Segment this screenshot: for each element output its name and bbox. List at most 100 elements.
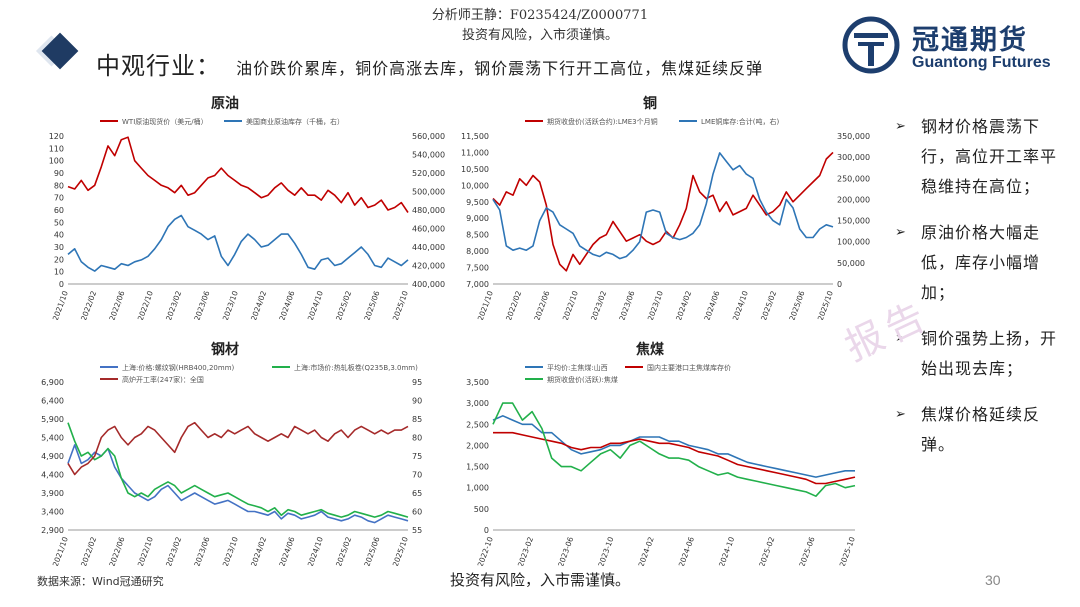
left-tick-label: 4,900	[41, 452, 64, 461]
legend-label: 上海:价格:螺纹钢(HRB400,20mm)	[122, 363, 235, 372]
arrow-icon: ➢	[895, 119, 906, 134]
bullet-list: ➢ 钢材价格震荡下行，高位开工率平稳维持在高位； ➢ 原油价格大幅走低，库存小幅…	[895, 112, 1070, 476]
left-tick-label: 7,000	[466, 280, 489, 289]
x-tick-label: 2025-10	[838, 535, 857, 566]
x-tick-label: 2024-10	[717, 535, 736, 566]
bullet-text: 钢材价格震荡下行，高位开工率平稳维持在高位；	[921, 117, 1058, 196]
x-tick-label: 2025/02	[759, 289, 778, 320]
left-tick-label: 3,000	[466, 399, 489, 408]
left-tick-label: 10	[54, 268, 64, 277]
analyst-line: 分析师王静：F0235424/Z0000771	[431, 8, 649, 23]
left-tick-label: 70	[54, 194, 64, 203]
x-tick-label: 2024/06	[702, 289, 721, 320]
right-tick-label: 200,000	[837, 195, 870, 204]
right-tick-label: 90	[412, 397, 422, 406]
right-tick-label: 95	[412, 378, 422, 387]
chart-copper: 铜期货收盘价(活跃合约):LME3个月铜 LME铜库存:合计(吨，右) 7,000 7…	[455, 92, 885, 320]
right-tick-label: 460,000	[412, 225, 445, 234]
x-tick-label: 2025/10	[391, 535, 410, 566]
legend-label: 期货收盘价(活跃):焦煤	[547, 375, 618, 384]
x-tick-label: 2023/06	[192, 289, 211, 320]
bullet-item: ➢ 焦煤价格延续反弹。	[895, 400, 1070, 460]
left-tick-label: 5,900	[41, 415, 64, 424]
series-line	[67, 444, 409, 524]
series-line	[492, 152, 834, 260]
footer-disclaimer: 投资有风险，入市需谨慎。	[449, 571, 630, 589]
x-tick-label: 2025/06	[787, 289, 806, 320]
x-tick-label: 2025/06	[362, 289, 381, 320]
x-tick-label: 2025-06	[797, 535, 816, 566]
legend-label: LME铜库存:合计(吨，右)	[701, 117, 779, 126]
bullet-text: 铜价强势上扬，开始出现去库；	[921, 329, 1058, 378]
bullet-item: ➢ 钢材价格震荡下行，高位开工率平稳维持在高位；	[895, 112, 1070, 202]
right-tick-label: 250,000	[837, 174, 870, 183]
left-tick-label: 2,500	[466, 420, 489, 429]
x-tick-label: 2022/02	[79, 535, 98, 566]
chart-steel: 钢材 上海:价格:螺纹钢(HRB400,20mm) 上海:市场价:热轧板卷(Q235…	[30, 338, 460, 566]
left-tick-label: 500	[474, 505, 489, 514]
left-tick-label: 40	[54, 231, 64, 240]
logo-emblem-icon	[842, 16, 900, 74]
left-tick-label: 1,000	[466, 484, 489, 493]
x-tick-label: 2022/10	[561, 289, 580, 320]
x-tick-label: 2025-02	[757, 535, 776, 566]
left-tick-label: 100	[49, 157, 64, 166]
right-tick-label: 350,000	[837, 132, 870, 141]
x-tick-label: 2024/10	[731, 289, 750, 320]
left-tick-label: 3,900	[41, 489, 64, 498]
x-tick-label: 2022/10	[136, 535, 155, 566]
left-tick-label: 9,000	[466, 214, 489, 223]
x-tick-label: 2022/06	[107, 289, 126, 320]
logo-english-name: Guantong Futures	[912, 54, 1051, 71]
bullet-text: 原油价格大幅走低，库存小幅增加；	[921, 223, 1041, 302]
right-tick-label: 85	[412, 415, 422, 424]
left-tick-label: 0	[484, 526, 489, 535]
analyst-info: 分析师王静：F0235424/Z0000771 投资有风险，入市须谨慎。	[0, 6, 1080, 46]
left-tick-label: 10,000	[461, 181, 489, 190]
right-tick-label: 540,000	[412, 151, 445, 160]
right-tick-label: 100,000	[837, 238, 870, 247]
company-logo: 冠通期货 Guantong Futures	[842, 12, 1072, 76]
right-tick-label: 55	[412, 526, 422, 535]
legend-label: 美国商业原油库存（千桶，右）	[246, 117, 344, 126]
right-tick-label: 150,000	[837, 217, 870, 226]
x-tick-label: 2023-02	[516, 535, 535, 566]
x-tick-label: 2022/06	[532, 289, 551, 320]
series-line	[492, 415, 855, 478]
arrow-icon: ➢	[895, 407, 906, 422]
x-tick-label: 2022/02	[79, 289, 98, 320]
legend-label: 上海:市场价:热轧板卷(Q235B,3.0mm)	[294, 363, 418, 372]
right-tick-label: 300,000	[837, 153, 870, 162]
x-tick-label: 2024/10	[306, 289, 325, 320]
x-tick-label: 2023/02	[164, 535, 183, 566]
series-line	[67, 422, 409, 518]
x-tick-label: 2025/06	[362, 535, 381, 566]
left-tick-label: 0	[59, 280, 64, 289]
left-tick-label: 3,500	[466, 378, 489, 387]
x-tick-label: 2024/02	[674, 289, 693, 320]
arrow-icon: ➢	[895, 225, 906, 240]
legend-label: WTI原油现货价（美元/桶）	[122, 117, 208, 126]
x-tick-label: 2025/02	[334, 535, 353, 566]
x-tick-label: 2023/10	[221, 535, 240, 566]
x-tick-label: 2023/10	[221, 289, 240, 320]
right-tick-label: 560,000	[412, 132, 445, 141]
series-line	[67, 214, 409, 272]
x-tick-label: 2024/02	[249, 289, 268, 320]
risk-line: 投资有风险，入市须谨慎。	[461, 28, 618, 43]
left-tick-label: 80	[54, 181, 64, 190]
left-tick-label: 6,400	[41, 397, 64, 406]
legend-label: 高炉开工率(247家)：全国	[122, 375, 204, 384]
right-tick-label: 75	[412, 452, 422, 461]
right-tick-label: 65	[412, 489, 422, 498]
slide-title-sub: 油价跌价累库，铜价高涨去库，钢价震荡下行开工高位，焦煤延续反弹	[236, 59, 764, 78]
legend-label: 平均价:主焦煤:山西	[547, 363, 608, 372]
right-tick-label: 0	[837, 280, 842, 289]
x-tick-label: 2022/10	[136, 289, 155, 320]
x-tick-label: 2023/02	[589, 289, 608, 320]
right-tick-label: 400,000	[412, 280, 445, 289]
chart-title: 焦煤	[635, 341, 665, 358]
left-tick-label: 7,500	[466, 264, 489, 273]
slide-title-main: 中观行业：	[96, 52, 221, 80]
left-tick-label: 11,500	[461, 132, 489, 141]
